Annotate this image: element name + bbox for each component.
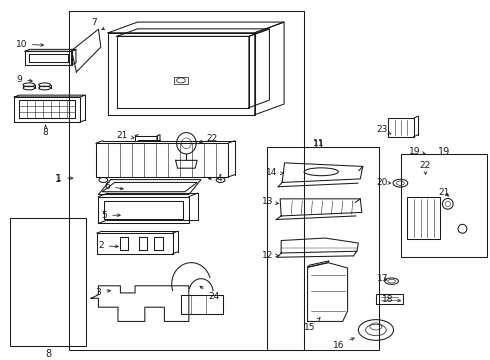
Bar bbox=[401, 154, 487, 257]
Text: 21: 21 bbox=[116, 131, 134, 140]
Text: 13: 13 bbox=[262, 197, 278, 206]
Text: 12: 12 bbox=[262, 251, 279, 260]
Text: 21: 21 bbox=[439, 188, 450, 197]
Text: 1: 1 bbox=[56, 174, 73, 183]
Text: 18: 18 bbox=[382, 295, 400, 304]
Text: 8: 8 bbox=[45, 348, 51, 359]
Text: 5: 5 bbox=[101, 211, 120, 220]
Bar bbox=[10, 218, 86, 346]
Text: 14: 14 bbox=[266, 168, 283, 177]
Text: 2: 2 bbox=[98, 242, 118, 251]
Text: 23: 23 bbox=[376, 125, 391, 134]
Text: 15: 15 bbox=[304, 318, 320, 332]
Text: 4: 4 bbox=[209, 174, 222, 183]
Text: 6: 6 bbox=[104, 181, 123, 190]
Text: 17: 17 bbox=[377, 274, 389, 283]
Text: 8: 8 bbox=[43, 125, 49, 137]
Text: 19: 19 bbox=[409, 147, 425, 156]
Text: 7: 7 bbox=[92, 18, 104, 30]
Text: 11: 11 bbox=[313, 140, 325, 150]
Text: 9: 9 bbox=[16, 75, 32, 84]
Bar bbox=[69, 12, 304, 350]
Text: 22: 22 bbox=[419, 161, 430, 175]
Text: 3: 3 bbox=[96, 288, 110, 297]
Bar bbox=[174, 77, 188, 84]
Text: 22: 22 bbox=[199, 134, 218, 143]
Bar bbox=[407, 197, 441, 239]
Text: 1: 1 bbox=[55, 174, 61, 184]
Text: 10: 10 bbox=[16, 40, 44, 49]
Text: 16: 16 bbox=[333, 338, 354, 350]
Text: 24: 24 bbox=[200, 286, 220, 301]
Text: 11: 11 bbox=[313, 139, 324, 148]
Bar bbox=[388, 118, 414, 137]
Text: 20: 20 bbox=[376, 178, 391, 187]
Text: 19: 19 bbox=[438, 147, 450, 157]
Bar bbox=[267, 147, 379, 350]
